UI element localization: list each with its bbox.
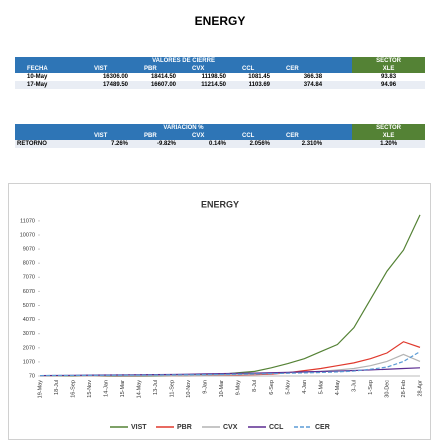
y-tick-label: 7070 [23, 275, 35, 281]
table-cell: RETORNO [17, 141, 47, 147]
table-cell: XLE [352, 132, 426, 140]
table-row: 10-May 16306.00 18414.50 11198.50 1081.45 366… [15, 73, 425, 81]
y-tick-label: 6070 [23, 289, 35, 295]
y-tick-label: 1070 [23, 359, 35, 365]
x-tick-label: 4-May [335, 380, 341, 396]
table-row: FECHA VIST PBR CVX CCL CER XLE [15, 65, 426, 73]
x-tick-label: 30-Dec [384, 380, 390, 398]
table-cell [15, 132, 80, 140]
table-cell: VALORES DE CIERRE [15, 57, 353, 65]
x-tick-label: 13-Jul [153, 380, 159, 395]
table-cell: 1081.45 [248, 74, 270, 80]
series-line [39, 214, 421, 378]
page-title: ENERGY [194, 14, 246, 28]
table-cell: SECTOR [352, 57, 426, 65]
table-cell: 2.056% [249, 141, 270, 147]
y-tick-label: 2070 [23, 345, 35, 351]
legend-label: CER [315, 424, 330, 431]
x-tick-label: 18-Jul [54, 380, 60, 395]
x-tick-label: 8-Jul [252, 380, 258, 392]
table-cell: 94.96 [381, 82, 397, 88]
closing-table: VALORES DE CIERRE SECTOR FECHA VIST PBR CVX CC… [15, 57, 426, 89]
x-tick-label: 19-May [37, 380, 43, 399]
chart-title: ENERGY [201, 199, 239, 209]
legend-label: PBR [177, 424, 192, 431]
legend-label: CCL [269, 424, 284, 431]
table-cell: 7.26% [110, 141, 128, 147]
x-tick-label: 28-Feb [401, 380, 407, 397]
table-row: VIST PBR CVX CCL CER XLE [15, 132, 426, 140]
x-tick-label: 11-Sep [170, 380, 176, 397]
x-tick-label: 28-Apr [417, 380, 423, 397]
series-line [39, 351, 421, 377]
x-tick-label: 10-Nov [186, 380, 192, 398]
y-tick-label: 8070 [23, 261, 35, 267]
table-cell: 17489.50 [102, 82, 128, 88]
y-tick-label: 5070 [23, 303, 35, 309]
x-tick-label: 5-Mar [318, 380, 324, 395]
table-cell: VIST [80, 132, 130, 140]
table-cell: 374.84 [303, 82, 323, 88]
x-tick-label: 5-Nov [285, 380, 291, 395]
table-cell: 93.83 [381, 74, 397, 80]
y-tick-label: 9070 [23, 247, 35, 253]
table-cell: 11198.50 [201, 74, 226, 80]
x-tick-label: 1-Sep [368, 380, 374, 395]
table-cell: CVX [178, 132, 228, 140]
y-tick-label: 10070 [20, 232, 35, 238]
table-cell: -9.82% [156, 141, 176, 147]
y-tick-label: 11070 [20, 218, 35, 224]
x-tick-label: 14-Jan [104, 380, 110, 397]
x-tick-label: 3-Jul [351, 380, 357, 392]
chart-frame [8, 183, 431, 440]
x-tick-label: 6-Sep [269, 380, 275, 395]
series-line [39, 341, 421, 377]
table-cell: PBR [130, 132, 178, 140]
x-tick-label: 15-Mar [120, 380, 126, 398]
table-row: 17-May 17489.50 16607.00 11214.50 1103.69 374… [15, 81, 426, 89]
x-tick-label: 9-May [236, 380, 242, 396]
x-tick-label: 16-Sep [70, 380, 76, 398]
table-cell: 16607.00 [150, 82, 176, 88]
legend-label: CVX [223, 424, 238, 431]
table-cell: CCL [228, 65, 272, 73]
x-tick-label: 15-Nov [87, 380, 93, 398]
table-row: RETORNO 7.26% -9.82% 0.14% 2.056% 2.310% 1.20% [15, 140, 426, 148]
table-cell: XLE [352, 65, 426, 73]
table-cell: VIST [80, 65, 130, 73]
table-cell: 10-May [27, 74, 48, 80]
table-cell: 16306.00 [102, 74, 128, 80]
table-cell: 0.14% [208, 141, 226, 147]
table-cell: 18414.50 [150, 74, 176, 80]
table-cell: FECHA [15, 65, 80, 73]
table-cell: 366.38 [303, 74, 323, 80]
return-table: VARIACION % SECTOR VIST PBR CVX CCL CER XLE RETO… [15, 124, 426, 148]
y-tick-label: 4070 [23, 317, 35, 323]
table-cell: 1.20% [380, 141, 398, 147]
table-row: VALORES DE CIERRE SECTOR [15, 57, 426, 65]
table-cell: 1103.69 [248, 82, 270, 88]
table-cell: SECTOR [352, 124, 426, 132]
table-cell: CER [272, 132, 353, 140]
x-tick-label: 14-May [137, 380, 143, 399]
x-tick-label: 10-Mar [219, 380, 225, 398]
table-cell: CCL [228, 132, 272, 140]
table-cell: VARIACION % [15, 124, 353, 132]
y-tick-label: 70 [29, 373, 35, 379]
legend-label: VIST [131, 424, 147, 431]
x-tick-label: 9-Jan [203, 380, 209, 394]
table-cell: PBR [130, 65, 178, 73]
table-cell: 11214.50 [201, 82, 226, 88]
table-cell: CER [272, 65, 353, 73]
table-cell: CVX [178, 65, 228, 73]
table-cell: 2.310% [301, 141, 323, 147]
x-tick-label: 4-Jan [302, 380, 308, 394]
table-row: VARIACION % SECTOR [15, 124, 426, 132]
y-tick-label: 3070 [23, 331, 35, 337]
table-cell: 17-May [27, 82, 48, 88]
